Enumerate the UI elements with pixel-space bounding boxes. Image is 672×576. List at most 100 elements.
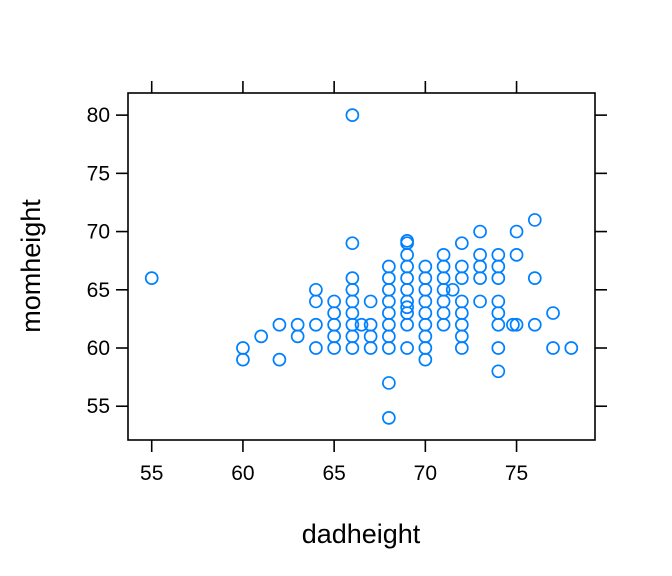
data-point xyxy=(309,317,323,332)
data-point xyxy=(327,306,341,320)
data-point xyxy=(236,352,250,367)
data-point xyxy=(272,352,287,367)
data-point xyxy=(491,341,506,355)
data-point xyxy=(382,411,396,425)
data-point xyxy=(509,317,524,332)
data-point xyxy=(382,294,396,309)
data-point xyxy=(436,259,451,274)
data-point xyxy=(454,329,469,344)
data-point xyxy=(272,317,287,332)
data-point xyxy=(436,248,451,262)
data-point xyxy=(454,271,469,285)
data-point xyxy=(363,329,378,344)
data-point xyxy=(382,317,396,332)
data-point xyxy=(473,248,487,262)
data-point xyxy=(454,259,469,274)
data-point xyxy=(309,282,323,297)
data-point xyxy=(509,224,524,239)
data-point xyxy=(491,271,506,285)
data-point xyxy=(473,294,487,309)
data-point xyxy=(400,271,414,285)
data-point xyxy=(400,259,414,274)
data-point xyxy=(382,306,396,320)
x-tick-label: 70 xyxy=(414,462,437,485)
data-point xyxy=(354,317,369,332)
data-point xyxy=(454,236,469,251)
data-point xyxy=(382,341,396,355)
x-tick-label: 60 xyxy=(231,462,254,485)
data-point xyxy=(400,282,414,297)
data-point xyxy=(445,282,460,297)
data-point xyxy=(345,236,360,251)
data-point xyxy=(454,306,469,320)
y-tick-label: 60 xyxy=(87,337,110,360)
data-point xyxy=(363,341,378,355)
y-tick-label: 55 xyxy=(87,395,110,418)
data-point xyxy=(509,248,524,262)
data-point xyxy=(418,259,433,274)
data-point xyxy=(527,317,542,332)
data-point xyxy=(327,294,341,309)
data-point xyxy=(564,341,579,355)
data-point xyxy=(546,306,560,320)
x-tick-labels: 55 60 65 70 75 xyxy=(140,462,528,485)
data-point xyxy=(491,317,506,332)
data-point xyxy=(418,352,433,367)
data-point xyxy=(436,271,451,285)
data-point xyxy=(491,259,506,274)
data-point xyxy=(491,248,506,262)
data-point xyxy=(527,271,542,285)
data-point xyxy=(327,329,341,344)
y-tick-label: 70 xyxy=(87,221,110,244)
y-tick-label: 75 xyxy=(87,162,110,185)
data-point xyxy=(345,294,360,309)
x-tick-label: 55 xyxy=(140,462,163,485)
data-point xyxy=(400,300,414,315)
y-tick-label: 65 xyxy=(87,279,110,302)
data-point xyxy=(418,341,433,355)
data-point xyxy=(418,329,433,344)
data-point xyxy=(345,108,360,122)
data-point xyxy=(382,329,396,344)
data-point xyxy=(454,341,469,355)
data-point xyxy=(418,317,433,332)
data-point xyxy=(363,294,378,309)
data-point xyxy=(418,282,433,297)
data-point xyxy=(400,317,414,332)
data-point xyxy=(491,306,506,320)
data-point xyxy=(290,329,305,344)
data-point xyxy=(309,341,323,355)
data-point xyxy=(506,317,520,332)
x-tick-label: 65 xyxy=(322,462,345,485)
data-point xyxy=(382,376,396,390)
data-point xyxy=(473,224,487,239)
data-point xyxy=(473,271,487,285)
data-point xyxy=(527,213,542,227)
plot-frame xyxy=(127,92,596,441)
data-point xyxy=(345,329,360,344)
data-point xyxy=(345,306,360,320)
data-point xyxy=(327,317,341,332)
data-point xyxy=(345,282,360,297)
data-point xyxy=(454,317,469,332)
data-point xyxy=(491,294,506,309)
data-point xyxy=(327,341,341,355)
data-point xyxy=(236,341,250,355)
data-point xyxy=(546,341,560,355)
data-point xyxy=(382,271,396,285)
y-axis-title: momheight xyxy=(16,199,46,333)
data-points xyxy=(144,108,579,425)
axis-ticks xyxy=(116,81,607,452)
y-tick-labels: 55 60 65 70 75 80 xyxy=(87,104,110,418)
data-point xyxy=(436,294,451,309)
data-point xyxy=(144,271,159,285)
data-point xyxy=(454,294,469,309)
data-point xyxy=(473,259,487,274)
data-point xyxy=(491,364,506,379)
data-point xyxy=(345,271,360,285)
data-point xyxy=(436,306,451,320)
data-point xyxy=(400,248,414,262)
data-point xyxy=(290,317,305,332)
data-point xyxy=(418,306,433,320)
